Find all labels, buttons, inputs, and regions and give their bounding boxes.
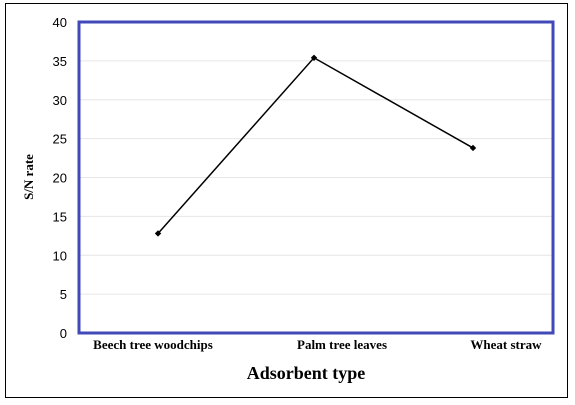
y-tick-label: 15 bbox=[53, 209, 67, 224]
y-tick-label: 20 bbox=[53, 171, 67, 186]
series-line bbox=[157, 56, 474, 234]
series-layer bbox=[154, 54, 477, 237]
x-category-labels: Beech tree woodchips Palm tree leaves Whea… bbox=[93, 337, 542, 352]
data-point-marker bbox=[310, 54, 318, 61]
y-tick-label: 0 bbox=[60, 326, 67, 341]
plot-area-border bbox=[77, 20, 555, 335]
y-tick-label: 25 bbox=[53, 132, 67, 147]
y-axis-title: S/N rate bbox=[21, 154, 36, 200]
gridlines bbox=[79, 60, 553, 295]
y-tick-label: 35 bbox=[53, 54, 67, 69]
x-category-label: Beech tree woodchips bbox=[93, 337, 213, 352]
y-tick-label: 5 bbox=[60, 287, 67, 302]
data-point-marker bbox=[154, 230, 162, 237]
y-tick-label: 10 bbox=[53, 248, 67, 263]
x-category-label: Palm tree leaves bbox=[297, 337, 387, 352]
y-tick-label: 40 bbox=[53, 15, 67, 30]
y-tick-label: 30 bbox=[53, 93, 67, 108]
x-category-label: Wheat straw bbox=[470, 337, 542, 352]
y-tick-labels: 0 5 10 15 20 25 30 35 40 bbox=[53, 15, 67, 341]
x-axis-title: Adsorbent type bbox=[247, 363, 366, 383]
data-point-marker bbox=[469, 144, 477, 152]
